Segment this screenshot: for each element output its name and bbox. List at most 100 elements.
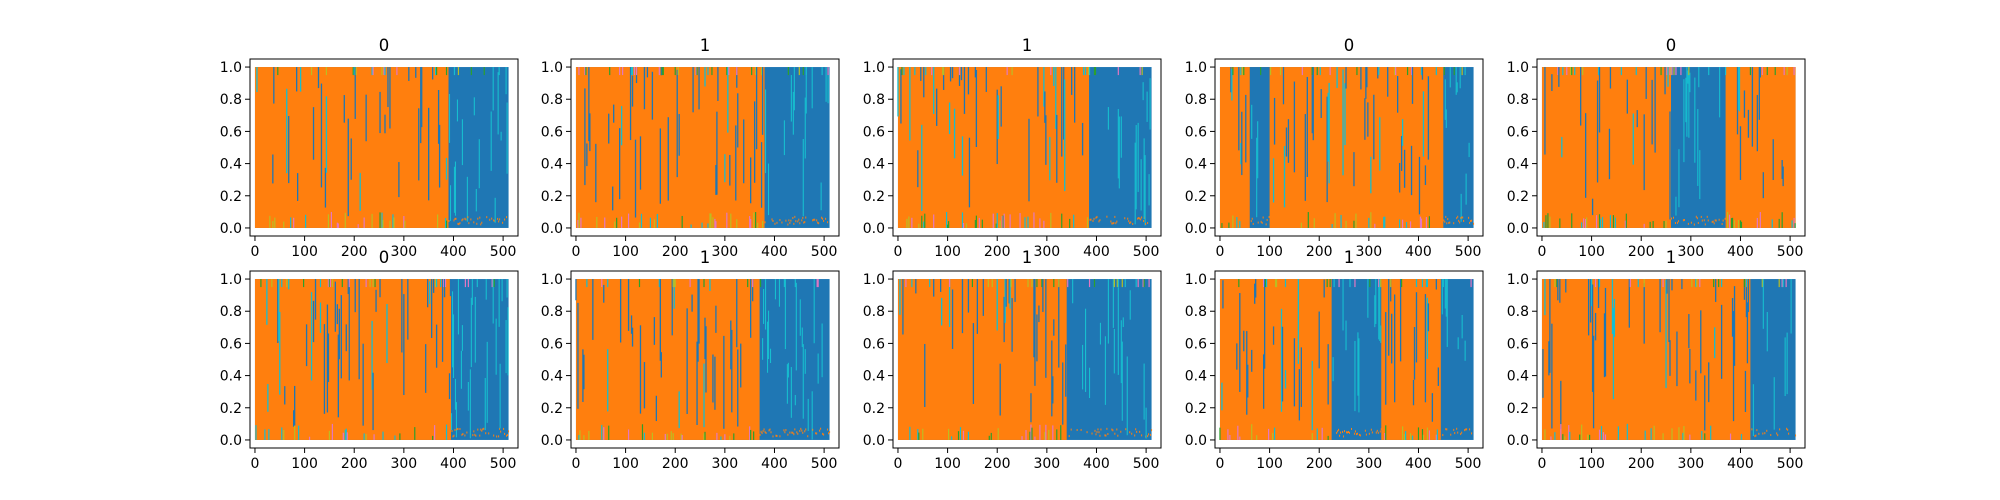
y-tick-label: 0.2 — [541, 189, 563, 205]
y-tick-label: 0.6 — [1185, 124, 1207, 140]
x-tick-label: 100 — [612, 244, 639, 260]
y-tick-label: 0.8 — [1185, 304, 1207, 320]
subplot-title: 0 — [1666, 36, 1677, 55]
y-tick-label: 0.2 — [863, 189, 885, 205]
series-orange-band — [897, 279, 1067, 440]
subplot-4: 0 100 200 300 400 500 0.0 0.2 0.4 0.6 0.8 1.0 0 — [1507, 36, 1806, 260]
y-tick-label: 0.0 — [1507, 433, 1529, 449]
y-tick-label: 0.4 — [541, 369, 563, 385]
subplot-3: 0 100 200 300 400 500 0.0 0.2 0.4 0.6 0.8 1.0 0 — [1185, 36, 1484, 260]
x-tick-label: 400 — [440, 456, 467, 472]
x-tick-label: 100 — [612, 456, 639, 472]
plot-area — [1541, 279, 1797, 440]
y-tick-label: 1.0 — [1507, 272, 1529, 288]
x-tick-label: 300 — [711, 244, 738, 260]
axes-frame — [570, 270, 840, 449]
y-tick-label: 0.0 — [863, 221, 885, 237]
y-tick-label: 0.6 — [1185, 336, 1207, 352]
y-tick-label: 0.8 — [220, 92, 242, 108]
series-blue-band — [1249, 67, 1270, 228]
plot-area — [1219, 67, 1475, 228]
x-tick-label: 200 — [1306, 244, 1333, 260]
subplot-title: 0 — [379, 248, 390, 267]
x-tick-label: 0 — [1216, 244, 1225, 260]
x-tick-label: 300 — [1033, 456, 1060, 472]
plot-area — [575, 67, 830, 228]
y-tick-label: 0.6 — [1507, 124, 1529, 140]
axes-frame — [892, 58, 1162, 237]
y-tick-label: 0.4 — [1507, 157, 1529, 173]
y-tick-label: 1.0 — [1185, 60, 1207, 76]
y-tick-label: 0.0 — [1185, 433, 1207, 449]
y-tick-label: 0.2 — [220, 401, 242, 417]
y-tick-label: 0.8 — [863, 304, 885, 320]
x-tick-label: 500 — [1133, 244, 1160, 260]
y-tick-label: 0.2 — [1185, 401, 1207, 417]
x-tick-label: 0 — [251, 244, 260, 260]
y-tick-label: 0.0 — [863, 433, 885, 449]
x-tick-label: 0 — [1216, 456, 1225, 472]
axes-frame — [1214, 270, 1484, 449]
y-tick-label: 0.4 — [863, 157, 885, 173]
subplot-title: 0 — [1344, 36, 1355, 55]
x-tick-label: 200 — [1628, 244, 1655, 260]
x-tick-label: 300 — [711, 456, 738, 472]
y-tick-label: 0.6 — [541, 124, 563, 140]
x-tick-label: 100 — [1256, 456, 1283, 472]
x-tick-label: 0 — [251, 456, 260, 472]
y-tick-label: 0.0 — [220, 433, 242, 449]
y-tick-label: 0.0 — [1185, 221, 1207, 237]
x-tick-label: 300 — [390, 244, 417, 260]
series-orange-band — [897, 67, 1090, 228]
subplot-7: 0 100 200 300 400 500 0.0 0.2 0.4 0.6 0.8 1.0 1 — [863, 248, 1162, 472]
subplot-2: 0 100 200 300 400 500 0.0 0.2 0.4 0.6 0.8 1.0 1 — [863, 36, 1162, 260]
x-tick-label: 400 — [440, 244, 467, 260]
axes-frame — [1214, 58, 1484, 237]
plot-area — [897, 279, 1153, 440]
y-tick-label: 0.6 — [220, 124, 242, 140]
axes-frame — [249, 58, 519, 237]
x-tick-label: 400 — [1405, 456, 1432, 472]
series-orange-band — [1725, 67, 1796, 228]
x-tick-label: 200 — [1628, 456, 1655, 472]
y-tick-label: 0.6 — [1507, 336, 1529, 352]
y-tick-label: 0.0 — [1507, 221, 1529, 237]
y-tick-label: 0.4 — [1185, 369, 1207, 385]
x-tick-label: 200 — [662, 244, 689, 260]
y-tick-label: 0.8 — [1507, 92, 1529, 108]
y-tick-label: 1.0 — [1507, 60, 1529, 76]
subplot-title: 1 — [700, 36, 711, 55]
subplot-9: 0 100 200 300 400 500 0.0 0.2 0.4 0.6 0.8 1.0 1 — [1507, 248, 1806, 472]
axes-frame — [1536, 58, 1806, 237]
x-tick-label: 300 — [1677, 456, 1704, 472]
series-orange-band — [254, 279, 451, 440]
x-tick-label: 100 — [934, 456, 961, 472]
x-tick-label: 500 — [811, 456, 838, 472]
y-tick-label: 0.8 — [541, 304, 563, 320]
subplot-title: 1 — [1344, 248, 1355, 267]
y-tick-label: 0.8 — [1507, 304, 1529, 320]
y-tick-label: 0.2 — [1507, 189, 1529, 205]
x-tick-label: 500 — [1455, 244, 1482, 260]
x-tick-label: 300 — [1355, 456, 1382, 472]
y-tick-label: 1.0 — [1185, 272, 1207, 288]
subplot-title: 1 — [700, 248, 711, 267]
subplot-title: 0 — [379, 36, 390, 55]
y-tick-label: 0.2 — [863, 401, 885, 417]
series-orange-band — [1219, 279, 1441, 440]
y-tick-label: 0.2 — [1185, 189, 1207, 205]
y-tick-label: 0.0 — [220, 221, 242, 237]
subplot-1: 0 100 200 300 400 500 0.0 0.2 0.4 0.6 0.8 1.0 1 — [541, 36, 840, 260]
x-tick-label: 0 — [1538, 456, 1547, 472]
x-tick-label: 400 — [1083, 244, 1110, 260]
plot-area — [1219, 279, 1474, 440]
x-tick-label: 500 — [1777, 456, 1804, 472]
x-tick-label: 200 — [662, 456, 689, 472]
y-tick-label: 1.0 — [220, 272, 242, 288]
x-tick-label: 100 — [291, 244, 318, 260]
x-tick-label: 500 — [490, 456, 517, 472]
subplot-title: 1 — [1022, 36, 1033, 55]
y-tick-label: 1.0 — [541, 272, 563, 288]
x-tick-label: 400 — [761, 456, 788, 472]
